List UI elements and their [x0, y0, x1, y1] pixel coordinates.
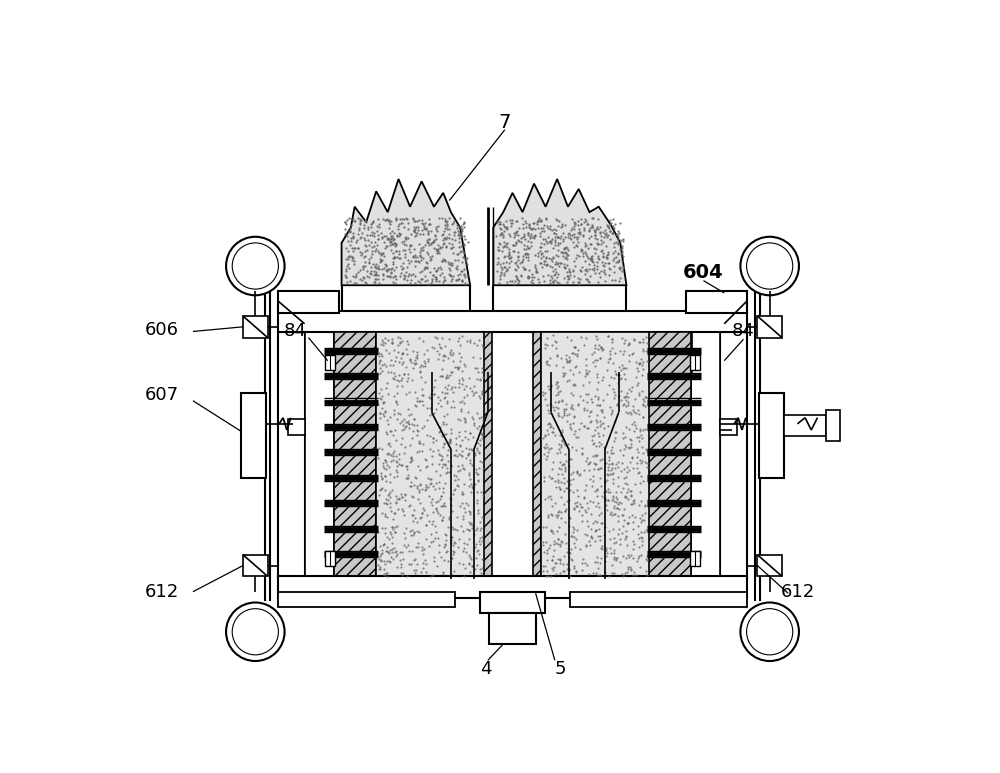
- Bar: [484, 332, 492, 579]
- Circle shape: [232, 243, 278, 289]
- Bar: [278, 332, 305, 579]
- Bar: [570, 591, 747, 607]
- Text: 84: 84: [284, 322, 307, 340]
- Bar: [278, 577, 747, 598]
- Bar: [325, 551, 335, 567]
- Bar: [690, 551, 700, 567]
- Text: 4: 4: [480, 659, 491, 678]
- Bar: [480, 591, 545, 613]
- Bar: [325, 355, 335, 370]
- Bar: [305, 332, 334, 579]
- Bar: [278, 291, 339, 313]
- Circle shape: [232, 608, 278, 655]
- Bar: [686, 291, 747, 313]
- Bar: [757, 316, 782, 338]
- Bar: [542, 332, 692, 373]
- Circle shape: [226, 602, 285, 661]
- Bar: [691, 332, 720, 579]
- Circle shape: [747, 608, 793, 655]
- Circle shape: [740, 237, 799, 295]
- Circle shape: [740, 602, 799, 661]
- Circle shape: [747, 243, 793, 289]
- Bar: [243, 316, 268, 338]
- Text: 5: 5: [554, 659, 566, 678]
- Bar: [278, 591, 455, 607]
- Bar: [278, 311, 747, 332]
- Circle shape: [226, 237, 285, 295]
- Text: 7: 7: [499, 113, 511, 131]
- Bar: [690, 355, 700, 370]
- Polygon shape: [493, 179, 626, 285]
- Bar: [720, 332, 747, 579]
- Bar: [489, 613, 536, 644]
- Polygon shape: [342, 179, 470, 285]
- Text: 607: 607: [145, 386, 179, 404]
- Bar: [826, 410, 840, 441]
- Text: 612: 612: [780, 583, 815, 601]
- Bar: [533, 332, 541, 579]
- Bar: [288, 419, 305, 434]
- Bar: [757, 555, 782, 577]
- Text: 84: 84: [732, 322, 755, 340]
- Bar: [649, 332, 691, 579]
- Bar: [784, 414, 826, 436]
- Bar: [334, 332, 376, 579]
- Bar: [376, 332, 488, 579]
- Bar: [759, 393, 784, 478]
- Text: 612: 612: [145, 583, 179, 601]
- Bar: [720, 419, 737, 434]
- Bar: [241, 393, 266, 478]
- Bar: [243, 555, 268, 577]
- Bar: [334, 332, 484, 373]
- Text: 604: 604: [683, 263, 724, 281]
- Bar: [541, 332, 653, 579]
- Text: 606: 606: [145, 321, 179, 339]
